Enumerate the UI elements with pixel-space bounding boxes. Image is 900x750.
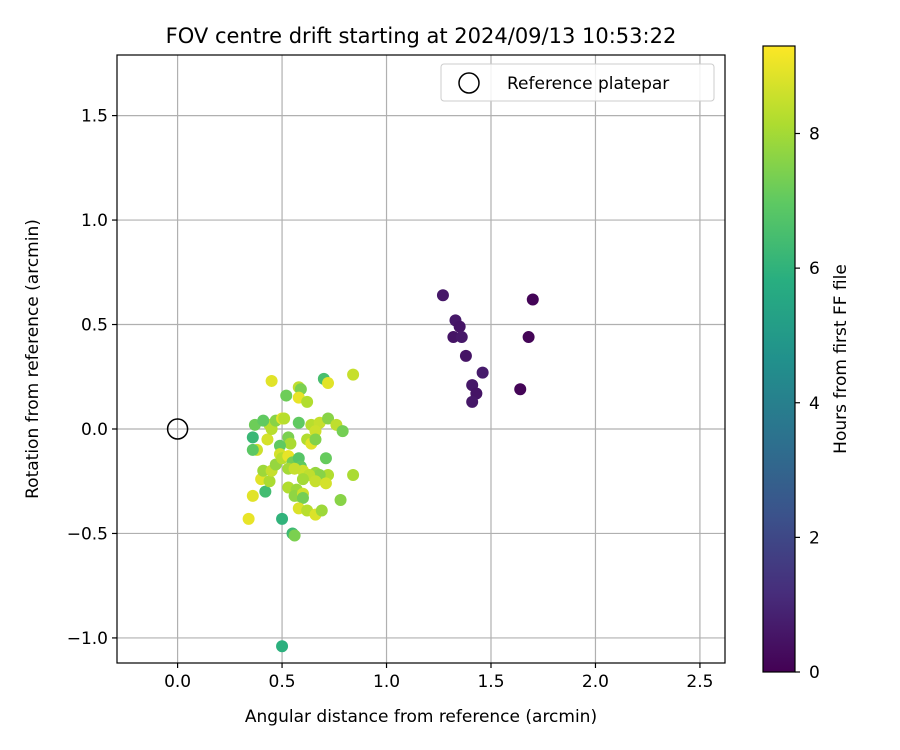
y-tick-label: 0.0	[81, 420, 108, 440]
colorbar-tick-label: 2	[809, 528, 820, 548]
data-point	[265, 374, 278, 387]
y-tick-label: 0.5	[81, 316, 108, 336]
data-point	[246, 431, 259, 444]
data-point	[292, 416, 305, 429]
data-point	[447, 331, 460, 344]
legend-box	[440, 63, 715, 102]
y-axis-ticks: −1.0 −0.5 0.0 0.5 1.0 1.5	[67, 107, 117, 649]
data-point	[259, 485, 272, 498]
data-point	[455, 331, 468, 344]
x-axis-ticks: 0.0 0.5 1.0 1.5 2.0 2.5	[164, 663, 713, 692]
data-point	[288, 462, 301, 475]
data-point	[263, 475, 276, 488]
data-point	[322, 377, 335, 390]
colorbar-tick-label: 4	[809, 394, 820, 414]
data-point	[288, 529, 301, 542]
x-tick-label: 2.5	[686, 672, 713, 692]
data-point	[280, 389, 293, 402]
data-point	[301, 395, 314, 408]
y-tick-label: −1.0	[67, 629, 108, 649]
reference-point	[166, 418, 189, 440]
data-point	[319, 452, 332, 465]
data-point	[278, 412, 291, 425]
data-point	[322, 412, 335, 425]
plot-frame	[116, 54, 726, 664]
legend-entry-reference: Reference platepar	[507, 74, 669, 94]
colorbar: 0 2 4 6 8 Hours from first FF file	[762, 45, 851, 683]
data-point	[309, 433, 322, 446]
data-point	[336, 425, 349, 438]
legend: Reference platepar	[440, 63, 715, 102]
data-point	[347, 368, 360, 381]
data-point	[347, 468, 360, 481]
y-axis-label: Rotation from reference (arcmin)	[23, 219, 43, 499]
x-tick-label: 1.0	[373, 672, 400, 692]
data-point	[334, 494, 347, 507]
data-point	[284, 437, 297, 450]
chart-title: FOV centre drift starting at 2024/09/13 …	[166, 24, 677, 48]
data-point	[453, 320, 466, 333]
data-point	[526, 293, 539, 306]
data-points	[242, 289, 539, 653]
data-point	[276, 640, 289, 653]
y-tick-label: 1.0	[81, 211, 108, 231]
colorbar-ticks: 0 2 4 6 8	[795, 125, 820, 683]
data-point	[476, 366, 489, 379]
reference-marker	[166, 418, 189, 440]
data-point	[459, 349, 472, 362]
data-point	[261, 433, 274, 446]
data-point	[436, 289, 449, 302]
data-point	[309, 475, 322, 488]
colorbar-tick-label: 6	[809, 259, 820, 279]
x-axis-label: Angular distance from reference (arcmin)	[245, 707, 597, 727]
data-point	[257, 464, 270, 477]
y-tick-label: 1.5	[81, 107, 108, 127]
data-point	[522, 331, 535, 344]
data-point	[319, 477, 332, 490]
data-point	[315, 504, 328, 517]
grid	[117, 55, 725, 663]
x-tick-label: 1.5	[477, 672, 504, 692]
data-point	[276, 512, 289, 525]
y-tick-label: −0.5	[67, 524, 108, 544]
colorbar-label: Hours from first FF file	[831, 264, 851, 454]
data-point	[246, 489, 259, 502]
data-point	[309, 425, 322, 438]
x-tick-label: 0.5	[269, 672, 296, 692]
x-tick-label: 2.0	[582, 672, 609, 692]
x-tick-label: 0.0	[164, 672, 191, 692]
data-point	[296, 491, 309, 504]
colorbar-tick-label: 8	[809, 125, 820, 145]
colorbar-gradient	[762, 45, 796, 673]
data-point	[514, 383, 527, 396]
legend-marker	[458, 72, 480, 94]
data-point	[296, 473, 309, 486]
data-point	[242, 512, 255, 525]
data-point	[466, 395, 479, 408]
colorbar-tick-label: 0	[809, 663, 820, 683]
data-point	[273, 439, 286, 452]
data-point	[257, 414, 270, 427]
data-point	[246, 443, 259, 456]
